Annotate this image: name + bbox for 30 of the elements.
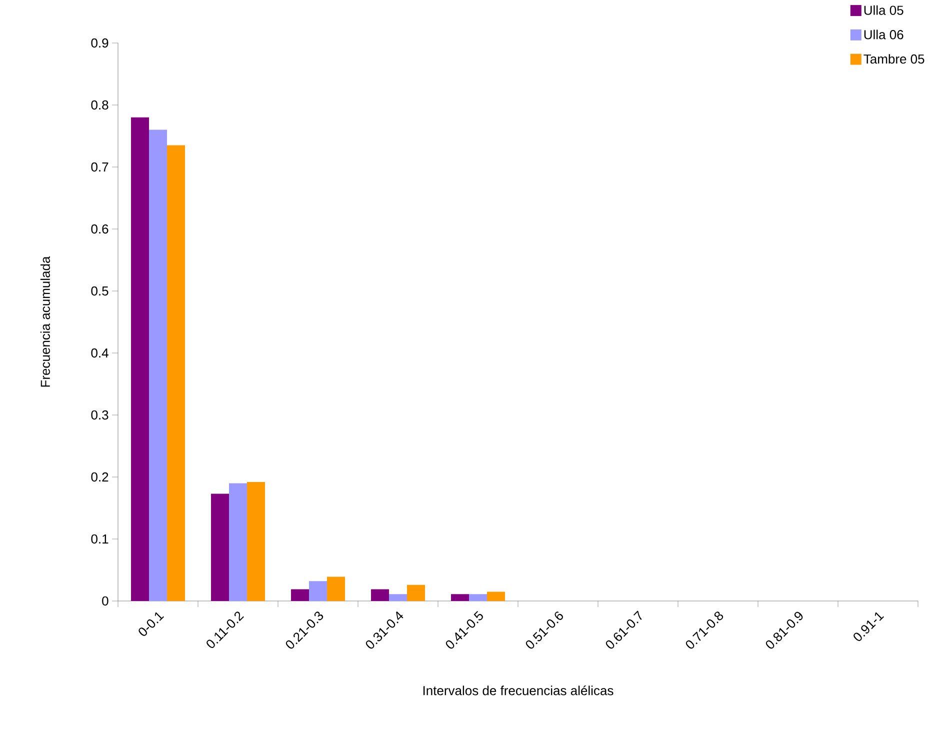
bar [229,483,248,601]
bar [469,594,487,601]
bar [247,482,266,601]
bar [327,576,346,601]
legend-label: Tambre 05 [864,54,924,64]
y-tick-label: 0.9 [91,38,108,48]
bar [291,589,310,601]
bar [389,594,408,601]
y-tick-label: 0.6 [91,224,108,234]
y-tick-label: 0.8 [91,100,108,110]
bar [371,589,390,601]
bar [451,594,470,601]
y-tick-label: 0.2 [91,472,108,482]
y-tick-label: 0.1 [91,534,108,544]
y-tick-label: 0.7 [91,162,108,172]
bar [309,581,328,601]
legend-label: Ulla 06 [864,30,904,40]
bar [167,145,186,601]
y-tick-label: 0 [102,596,108,606]
bar [131,117,150,601]
y-tick-label: 0.4 [91,348,108,358]
bar [149,130,168,601]
bar [407,584,426,601]
y-tick-label: 0.5 [91,286,108,296]
y-tick-label: 0.3 [91,410,108,420]
legend-label: Ulla 05 [864,5,904,15]
bar [487,592,505,601]
bar [211,494,230,601]
y-axis-title: Frecuencia acumulada [40,256,50,387]
x-axis-title: Intervalos de frecuencias alélicas [423,686,614,696]
